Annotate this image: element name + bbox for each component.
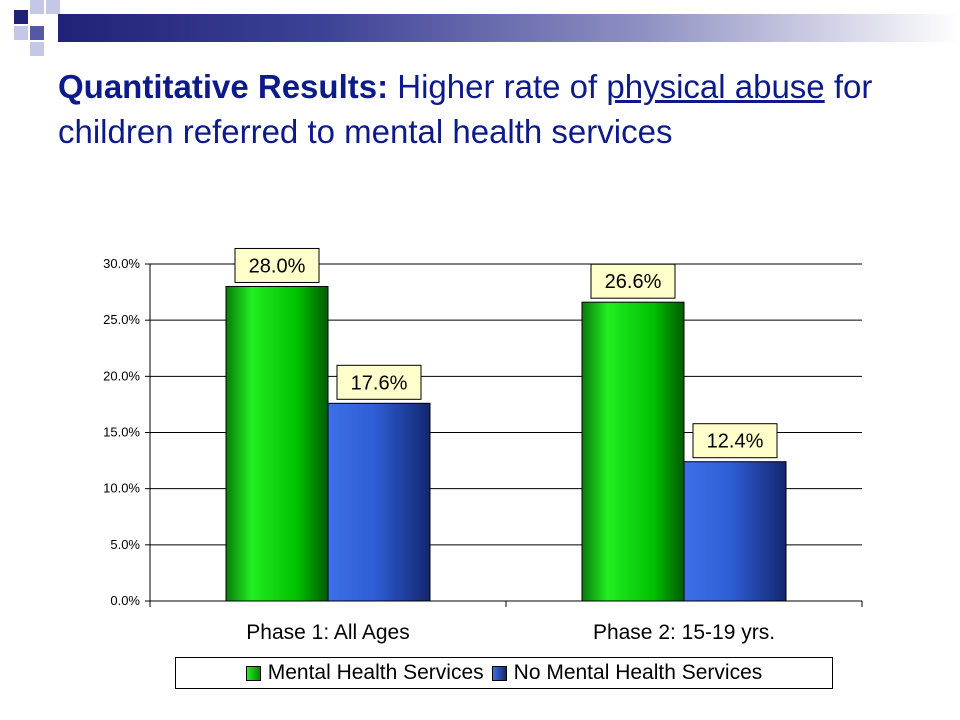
chart-legend: Mental Health Services No Mental Health … — [175, 657, 833, 689]
data-label-box — [590, 263, 676, 299]
data-label: 28.0% — [249, 255, 306, 277]
legend-swatch-green — [245, 665, 261, 681]
y-tick-label: 5.0% — [110, 537, 140, 552]
bar — [327, 402, 431, 602]
legend-label: No Mental Health Services — [513, 661, 763, 684]
legend-item-no-mental-health: No Mental Health Services — [491, 661, 763, 685]
title-part2: for children referred to mental health s… — [58, 68, 873, 150]
x-tick-label: Phase 2: 15-19 yrs. — [593, 621, 775, 644]
decor-square-light — [30, 0, 44, 14]
title-part1: Higher rate of — [388, 68, 607, 105]
data-label: 17.6% — [351, 372, 408, 394]
title-bold: Quantitative Results: — [58, 68, 389, 105]
header-gradient-bar — [58, 14, 960, 42]
title-underlined: physical abuse — [606, 68, 825, 105]
decor-square-navy — [30, 26, 44, 40]
data-label-box — [234, 247, 320, 283]
bar — [581, 301, 685, 602]
bar — [683, 461, 787, 602]
x-tick-label: Phase 1: All Ages — [246, 621, 409, 644]
data-label: 12.4% — [707, 431, 764, 453]
decor-square-light — [30, 42, 44, 56]
y-tick-label: 10.0% — [103, 481, 140, 496]
decor-square-light — [46, 0, 60, 14]
legend-swatch-blue — [491, 665, 507, 681]
y-tick-label: 0.0% — [110, 593, 140, 608]
legend-item-mental-health: Mental Health Services — [245, 661, 484, 685]
decor-square-light — [14, 26, 28, 40]
y-tick-label: 25.0% — [103, 312, 140, 327]
y-tick-label: 30.0% — [103, 256, 140, 271]
y-tick-label: 15.0% — [103, 425, 140, 440]
data-label: 26.6% — [605, 271, 662, 293]
slide-title: Quantitative Results: Higher rate of phy… — [58, 64, 918, 154]
bar — [225, 285, 329, 602]
data-label-box — [692, 423, 778, 459]
legend-label: Mental Health Services — [267, 661, 484, 684]
y-tick-label: 20.0% — [103, 368, 140, 383]
decor-square-navy — [14, 10, 28, 24]
data-label-box — [336, 364, 422, 400]
